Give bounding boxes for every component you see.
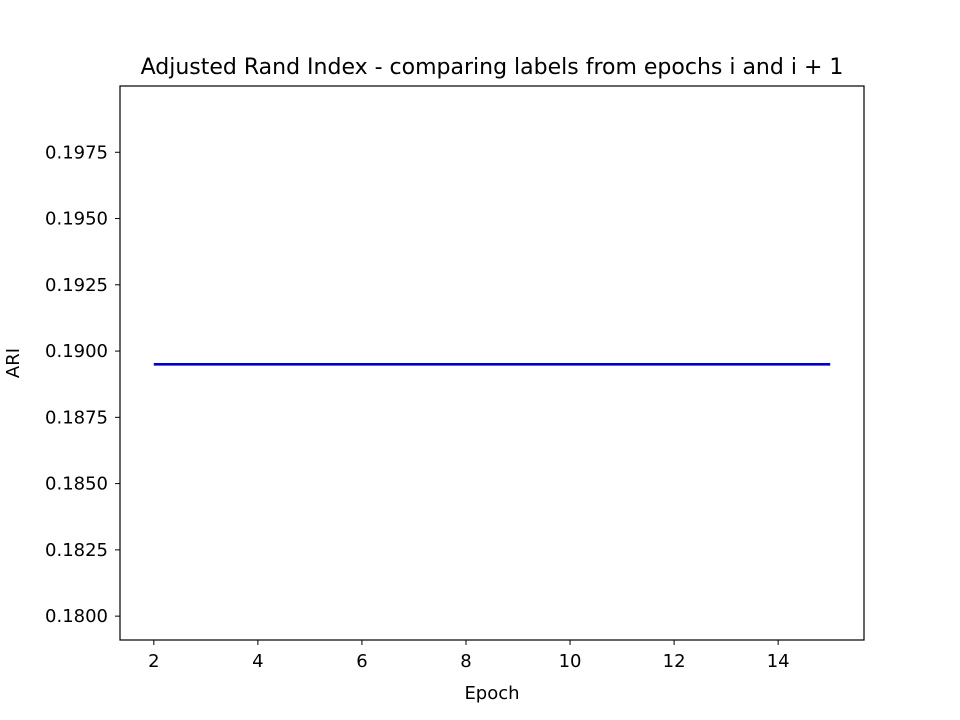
x-tick-label: 2 bbox=[148, 651, 159, 672]
x-axis-ticks: 2 4 6 8 10 12 14 bbox=[148, 640, 790, 672]
y-tick-label: 0.1950 bbox=[45, 209, 108, 230]
y-axis-ticks: 0.1800 0.1825 0.1850 0.1875 0.1900 0.1925 0.19… bbox=[45, 142, 120, 627]
y-tick-label: 0.1975 bbox=[45, 142, 108, 163]
plot-frame bbox=[119, 85, 865, 641]
x-tick-label: 12 bbox=[663, 651, 686, 672]
x-tick-label: 4 bbox=[252, 651, 263, 672]
y-tick-label: 0.1825 bbox=[45, 540, 108, 561]
chart-title: Adjusted Rand Index - comparing labels f… bbox=[141, 55, 844, 80]
y-tick-label: 0.1925 bbox=[45, 275, 108, 296]
x-tick-label: 6 bbox=[356, 651, 367, 672]
y-tick-label: 0.1800 bbox=[45, 606, 108, 627]
x-tick-label: 10 bbox=[559, 651, 582, 672]
y-tick-label: 0.1900 bbox=[45, 341, 108, 362]
x-tick-label: 14 bbox=[767, 651, 790, 672]
y-axis-label: ARI bbox=[3, 348, 24, 378]
y-tick-label: 0.1875 bbox=[45, 407, 108, 428]
x-tick-label: 8 bbox=[460, 651, 471, 672]
x-axis-label: Epoch bbox=[464, 683, 519, 704]
y-tick-label: 0.1850 bbox=[45, 474, 108, 495]
